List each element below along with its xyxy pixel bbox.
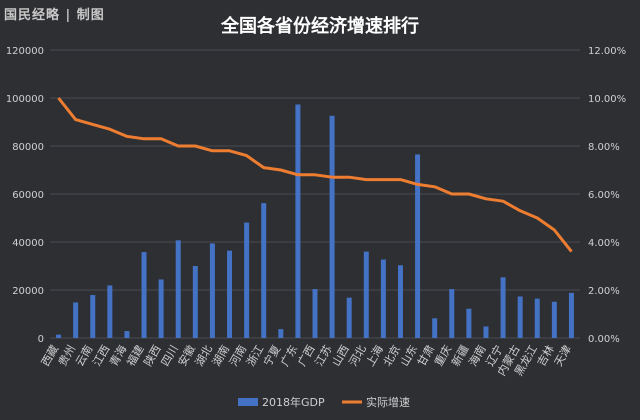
bar-上海 [380, 259, 386, 338]
bar-江苏 [329, 115, 335, 338]
bar-西藏 [56, 334, 62, 338]
y-right-tick-label: 6.00% [588, 190, 620, 201]
bar-黑龙江 [534, 298, 540, 338]
brand-logo: 国民经略 | 制图 [4, 8, 105, 23]
bar-广东 [295, 104, 301, 338]
x-tick-label: 四川 [159, 343, 181, 369]
x-tick-label: 安徽 [175, 343, 198, 369]
bar-浙江 [261, 203, 267, 338]
bar-贵州 [73, 302, 79, 338]
x-tick-label: 河北 [347, 343, 369, 369]
bar-海南 [483, 326, 489, 338]
bar-北京 [397, 265, 403, 338]
y-left-tick-label: 120000 [6, 46, 44, 57]
bar-山西 [346, 297, 352, 338]
y-left-tick-label: 80000 [12, 142, 44, 153]
x-tick-label: 北京 [380, 343, 403, 369]
y-right-tick-label: 2.00% [588, 286, 620, 297]
y-left-tick-label: 100000 [6, 94, 44, 105]
bar-江西 [107, 285, 113, 338]
chart-title: 全国各省份经济增速排行 [221, 16, 419, 37]
bar-青海 [124, 331, 130, 338]
bar-河北 [363, 251, 369, 338]
x-tick-label: 福建 [124, 343, 147, 369]
x-tick-label: 青海 [106, 343, 129, 369]
y-right-tick-label: 10.00% [588, 94, 626, 105]
x-tick-label: 新疆 [448, 343, 471, 369]
x-tick-label: 上海 [363, 343, 386, 369]
bar-河南 [244, 222, 250, 338]
y-right-tick-label: 12.00% [588, 46, 626, 57]
x-tick-label: 广东 [278, 343, 300, 369]
x-tick-label: 云南 [73, 343, 95, 369]
bar-陕西 [158, 279, 164, 338]
x-tick-label: 重庆 [431, 343, 454, 369]
x-tick-label: 浙江 [244, 343, 266, 369]
growth-line [57, 97, 573, 253]
legend-label-growth: 实际增速 [366, 395, 410, 409]
x-tick-label: 宁夏 [260, 343, 283, 369]
x-tick-label: 陕西 [141, 343, 164, 369]
bar-广西 [312, 289, 318, 338]
x-tick-label: 贵州 [56, 343, 78, 369]
y-right-tick-label: 4.00% [588, 238, 620, 249]
x-tick-label: 天津 [552, 343, 574, 369]
bar-新疆 [466, 308, 472, 338]
bar-湖南 [227, 250, 233, 338]
bar-四川 [175, 240, 181, 338]
x-tick-label: 山东 [398, 343, 420, 369]
x-tick-label: 江苏 [312, 343, 334, 369]
bar-安徽 [192, 266, 198, 338]
y-left-tick-label: 20000 [12, 286, 44, 297]
y-right-tick-label: 8.00% [588, 142, 620, 153]
x-tick-label: 湖北 [193, 343, 215, 369]
legend-label-gdp: 2018年GDP [262, 395, 325, 409]
x-tick-label: 湖南 [210, 343, 232, 369]
x-tick-label: 西藏 [39, 343, 61, 369]
y-left-tick-label: 40000 [12, 238, 44, 249]
x-tick-label: 甘肃 [415, 343, 437, 369]
x-tick-label: 吉林 [534, 343, 557, 369]
bar-山东 [415, 154, 421, 338]
bar-天津 [568, 292, 574, 338]
y-right-tick-label: 0.00% [588, 334, 620, 345]
bar-辽宁 [500, 277, 506, 338]
bar-云南 [90, 295, 96, 338]
y-left-tick-label: 0 [38, 334, 44, 345]
x-tick-label: 海南 [465, 343, 488, 369]
x-tick-label: 山西 [330, 343, 352, 369]
x-tick-label: 广西 [295, 343, 317, 369]
bar-重庆 [449, 289, 455, 338]
bar-湖北 [209, 243, 215, 338]
bar-甘肃 [432, 318, 438, 338]
bar-内蒙古 [517, 296, 523, 338]
legend-swatch-gdp [238, 398, 258, 406]
bar-宁夏 [278, 329, 284, 338]
x-tick-label: 江西 [90, 343, 112, 369]
bar-吉林 [551, 301, 557, 338]
bar-福建 [141, 252, 147, 338]
x-tick-label: 河南 [227, 343, 249, 369]
y-left-tick-label: 60000 [12, 190, 44, 201]
